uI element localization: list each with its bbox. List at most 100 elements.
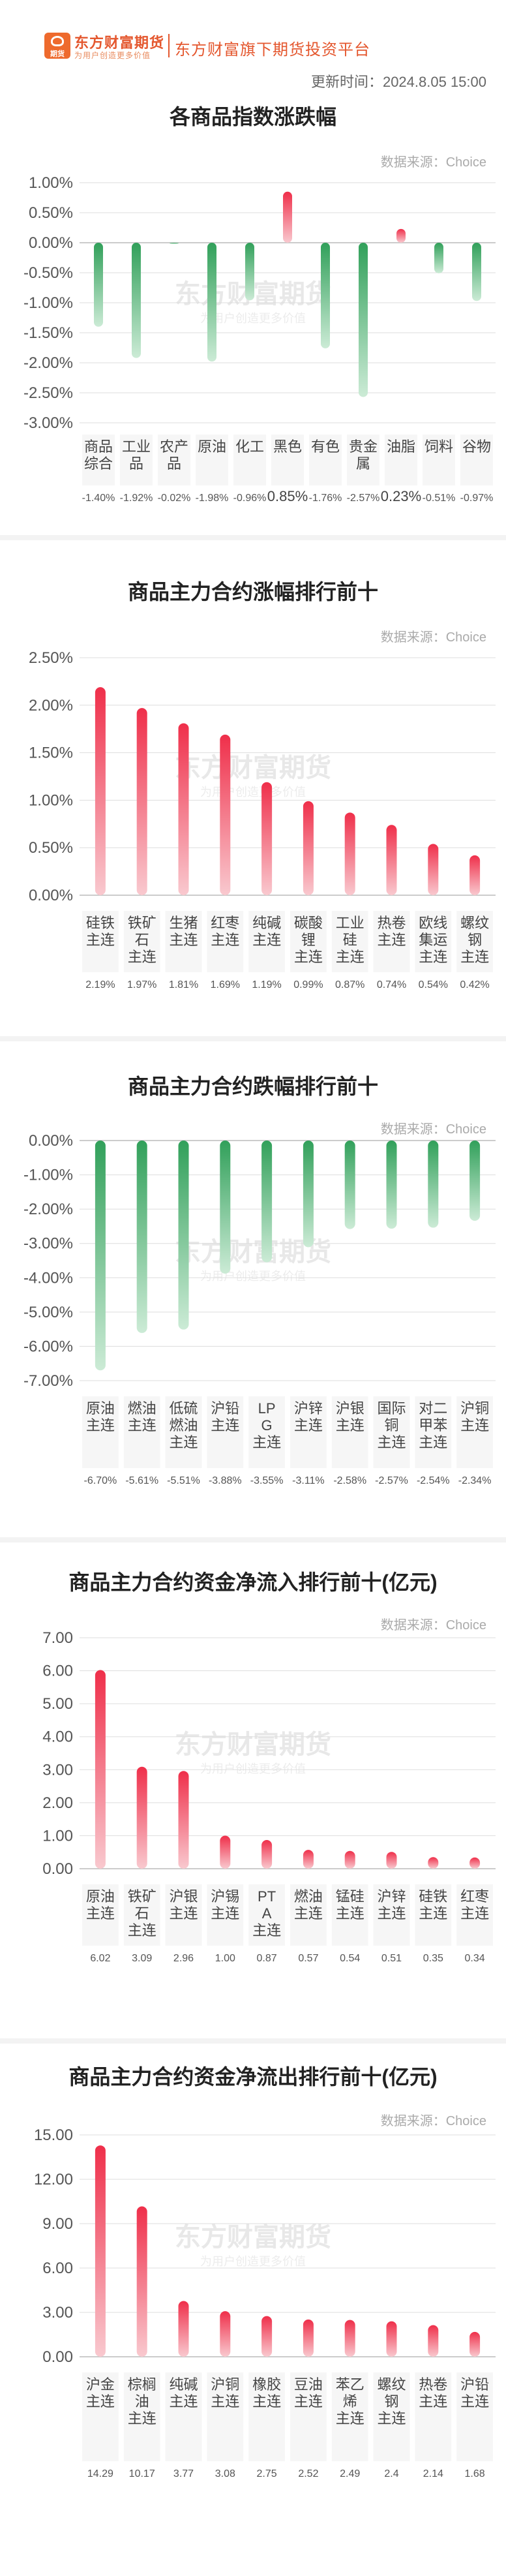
- y-tick-label: 2.00%: [29, 697, 73, 714]
- category-cell: [248, 911, 285, 972]
- data-label: 2.49: [340, 2468, 360, 2479]
- y-tick-label: 6.00: [42, 2260, 73, 2277]
- category-cell: [373, 1884, 410, 1946]
- section-divider: [0, 1036, 506, 1041]
- y-tick-label: 0.00%: [29, 1132, 73, 1150]
- watermark-slogan: 为用户创造更多价值: [200, 786, 306, 799]
- x-category-label: 铁矿石主连: [128, 1888, 156, 1939]
- x-category-label: 饲料: [424, 438, 453, 455]
- bar: [261, 782, 273, 895]
- category-cell: [373, 2372, 410, 2461]
- watermark-slogan: 为用户创造更多价值: [200, 2255, 306, 2268]
- bar: [472, 243, 481, 301]
- bar-chart-top-losers: 东方财富期货为用户创造更多价值0.00%-1.00%-2.00%-3.00%-4…: [23, 1132, 496, 1486]
- y-tick-label: 15.00: [34, 2126, 73, 2144]
- bar: [344, 1141, 355, 1229]
- data-label: -1.92%: [120, 493, 153, 504]
- bar: [136, 1766, 147, 1869]
- data-label: 0.87%: [335, 979, 365, 990]
- data-label: 0.35: [423, 1953, 443, 1964]
- x-category-label: 纯碱主连: [252, 915, 281, 948]
- data-label: 3.08: [215, 2468, 235, 2479]
- category-cell: [331, 1884, 368, 1946]
- category-cell: [123, 1884, 160, 1946]
- y-tick-label: -2.00%: [23, 354, 73, 372]
- y-tick-label: 1.00: [42, 1827, 73, 1845]
- y-tick-label: 0.50%: [29, 839, 73, 857]
- x-category-label: 沪铜主连: [460, 1400, 489, 1434]
- data-label: -2.57%: [347, 493, 380, 504]
- data-label: 0.42%: [460, 979, 489, 990]
- category-cell: [456, 1396, 493, 1468]
- bar: [95, 1670, 106, 1869]
- bar: [178, 1141, 189, 1330]
- x-category-label: 生猪主连: [169, 915, 198, 948]
- watermark-slogan: 为用户创造更多价值: [200, 1762, 306, 1775]
- x-category-label: 螺纹钢主连: [377, 2376, 406, 2427]
- category-cell: [309, 435, 342, 485]
- bar: [95, 1141, 106, 1371]
- category-cell: [248, 2372, 285, 2461]
- category-cell: [271, 435, 304, 485]
- category-cell: [82, 1396, 119, 1468]
- data-label: -0.51%: [423, 493, 456, 504]
- y-tick-label: -1.50%: [23, 324, 73, 342]
- data-label: 2.52: [298, 2468, 318, 2479]
- y-tick-label: -2.50%: [23, 384, 73, 402]
- y-tick-label: 12.00: [34, 2171, 73, 2188]
- x-category-label: 豆油主连: [294, 2376, 323, 2410]
- x-category-label: 原油主连: [86, 1400, 115, 1434]
- data-label: -2.34%: [458, 1475, 492, 1486]
- x-category-label: 国际铜主连: [377, 1400, 406, 1450]
- y-tick-label: -3.00%: [23, 414, 73, 432]
- bar: [178, 723, 189, 895]
- logo-mark-icon: [51, 36, 64, 46]
- bar: [136, 2206, 147, 2357]
- data-label: -3.88%: [209, 1475, 242, 1486]
- category-cell: [415, 2372, 452, 2461]
- category-cell: [415, 911, 452, 972]
- chart-title: 商品主力合约跌幅排行前十: [127, 1075, 378, 1098]
- category-cell: [165, 2372, 202, 2461]
- x-category-label: 沪银主连: [336, 1400, 365, 1434]
- watermark-slogan: 为用户创造更多价值: [200, 312, 306, 325]
- brand-logo: 期货: [44, 33, 70, 59]
- category-cell: [385, 435, 417, 485]
- x-category-label: 原油: [198, 438, 226, 455]
- data-label: -5.51%: [167, 1475, 200, 1486]
- x-category-label: 沪铅主连: [211, 1400, 239, 1434]
- x-category-label: 黑色: [273, 438, 302, 455]
- data-label: -0.02%: [158, 493, 191, 504]
- chart-title: 商品主力合约资金净流出排行前十(亿元): [68, 2065, 438, 2089]
- chart-source: 数据来源：Choice: [380, 155, 486, 170]
- y-tick-label: 2.00: [42, 1794, 73, 1812]
- bar: [359, 243, 368, 397]
- category-cell: [415, 1396, 452, 1468]
- x-category-label: 红枣主连: [460, 1888, 489, 1922]
- bar: [170, 243, 179, 244]
- bar: [386, 1141, 397, 1229]
- x-category-label: 燃油主连: [294, 1888, 323, 1922]
- x-category-label: 商品综合: [84, 438, 113, 472]
- data-label: -2.58%: [333, 1475, 366, 1486]
- x-category-label: 纯碱主连: [169, 2376, 198, 2410]
- category-cell: [347, 435, 380, 485]
- x-category-label: 原油主连: [86, 1888, 115, 1922]
- y-tick-label: 1.00%: [29, 174, 73, 192]
- category-cell: [158, 435, 190, 485]
- data-label: 0.87: [257, 1953, 277, 1964]
- data-label: 3.77: [173, 2468, 194, 2479]
- section-divider: [0, 2038, 506, 2044]
- x-category-label: 沪铅主连: [460, 2376, 489, 2410]
- bar: [434, 243, 443, 273]
- data-label: 6.02: [90, 1953, 110, 1964]
- bar: [469, 855, 481, 895]
- category-cell: [331, 911, 368, 972]
- data-label: 3.09: [132, 1953, 152, 1964]
- bar: [344, 2320, 355, 2357]
- data-label: 10.17: [129, 2468, 155, 2479]
- data-label: -2.57%: [375, 1475, 408, 1486]
- x-category-label: 沪锌主连: [377, 1888, 406, 1922]
